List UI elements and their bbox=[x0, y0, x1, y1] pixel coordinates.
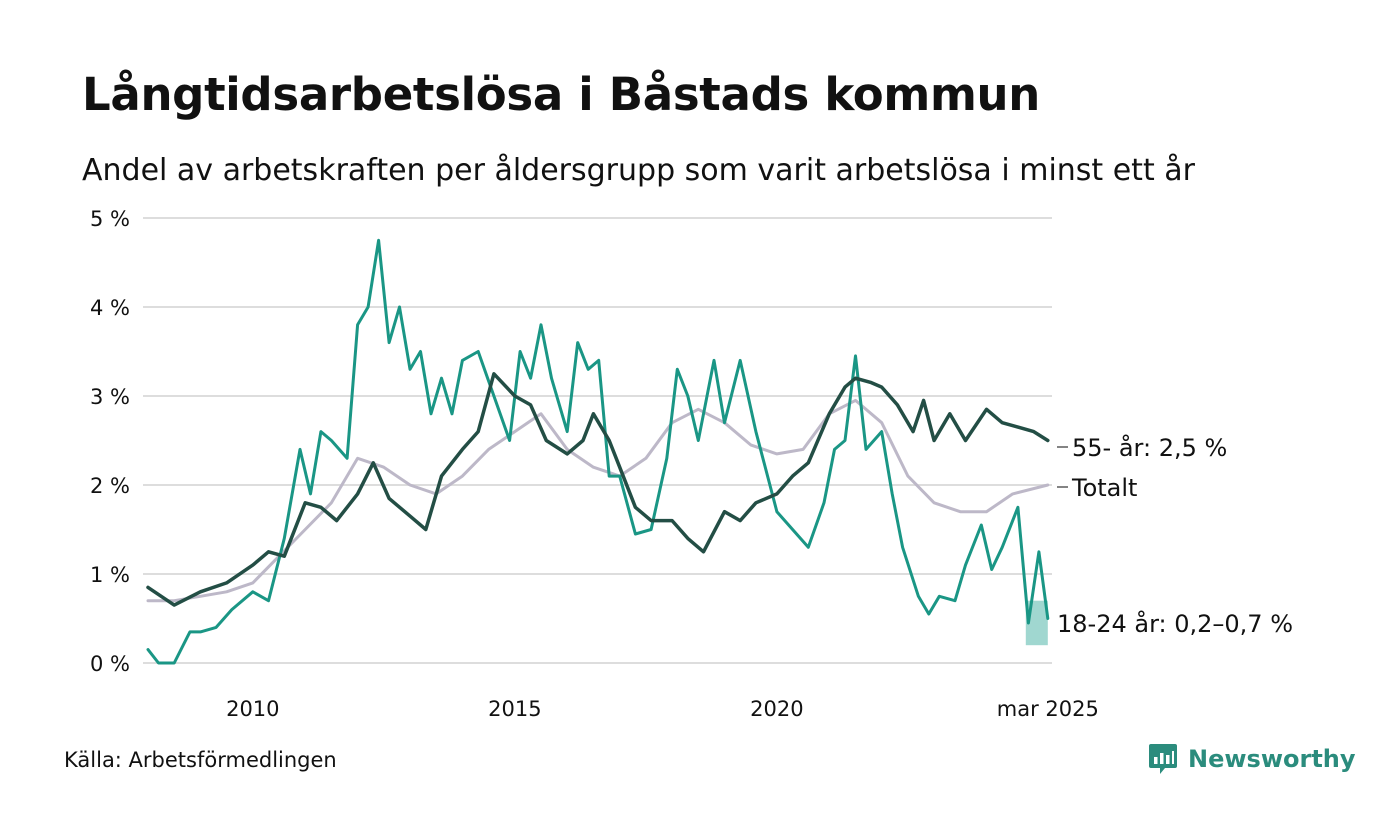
x-tick-label: mar 2025 bbox=[997, 697, 1099, 721]
newsworthy-logo-icon bbox=[1149, 744, 1177, 774]
source-note: Källa: Arbetsförmedlingen bbox=[64, 748, 337, 772]
gridlines bbox=[143, 217, 1052, 664]
series-label-total: Totalt bbox=[1071, 474, 1137, 502]
y-tick-label: 4 % bbox=[90, 296, 130, 320]
x-tick-label: 2015 bbox=[488, 697, 541, 721]
y-tick-label: 3 % bbox=[90, 385, 130, 409]
series-line-total bbox=[146, 398, 1050, 603]
y-tick-label: 2 % bbox=[90, 474, 130, 498]
brand-name: Newsworthy bbox=[1188, 745, 1356, 773]
y-tick-label: 1 % bbox=[90, 563, 130, 587]
series-line-age18 bbox=[146, 238, 1050, 665]
x-tick-label: 2020 bbox=[750, 697, 803, 721]
x-axis-ticks: 2010 2015 2020 mar 2025 bbox=[226, 697, 1099, 721]
chart-title: Långtidsarbetslösa i Båstads kommun bbox=[82, 68, 1041, 121]
chart-subtitle: Andel av arbetskraften per åldersgrupp s… bbox=[82, 153, 1195, 188]
series-label-age18: 18-24 år: 0,2–0,7 % bbox=[1057, 609, 1293, 638]
line-chart: 0 %1 %2 %3 %4 %5 % 2010 2015 2020 mar 2025 … bbox=[90, 207, 1293, 721]
y-axis-ticks: 0 % 1 % 2 % 3 % 4 % 5 % bbox=[90, 207, 130, 676]
x-tick-label: 2010 bbox=[226, 697, 279, 721]
series-label-age55: 55- år: 2,5 % bbox=[1072, 433, 1227, 462]
brand-logo[interactable]: Newsworthy bbox=[1148, 742, 1356, 776]
series-end-labels: Totalt 55- år: 2,5 % 18-24 år: 0,2–0,7 % bbox=[1057, 433, 1293, 638]
series-line-age55 bbox=[146, 372, 1050, 607]
series-lines bbox=[146, 238, 1050, 665]
y-tick-label: 5 % bbox=[90, 207, 130, 231]
y-tick-label: 0 % bbox=[90, 652, 130, 676]
